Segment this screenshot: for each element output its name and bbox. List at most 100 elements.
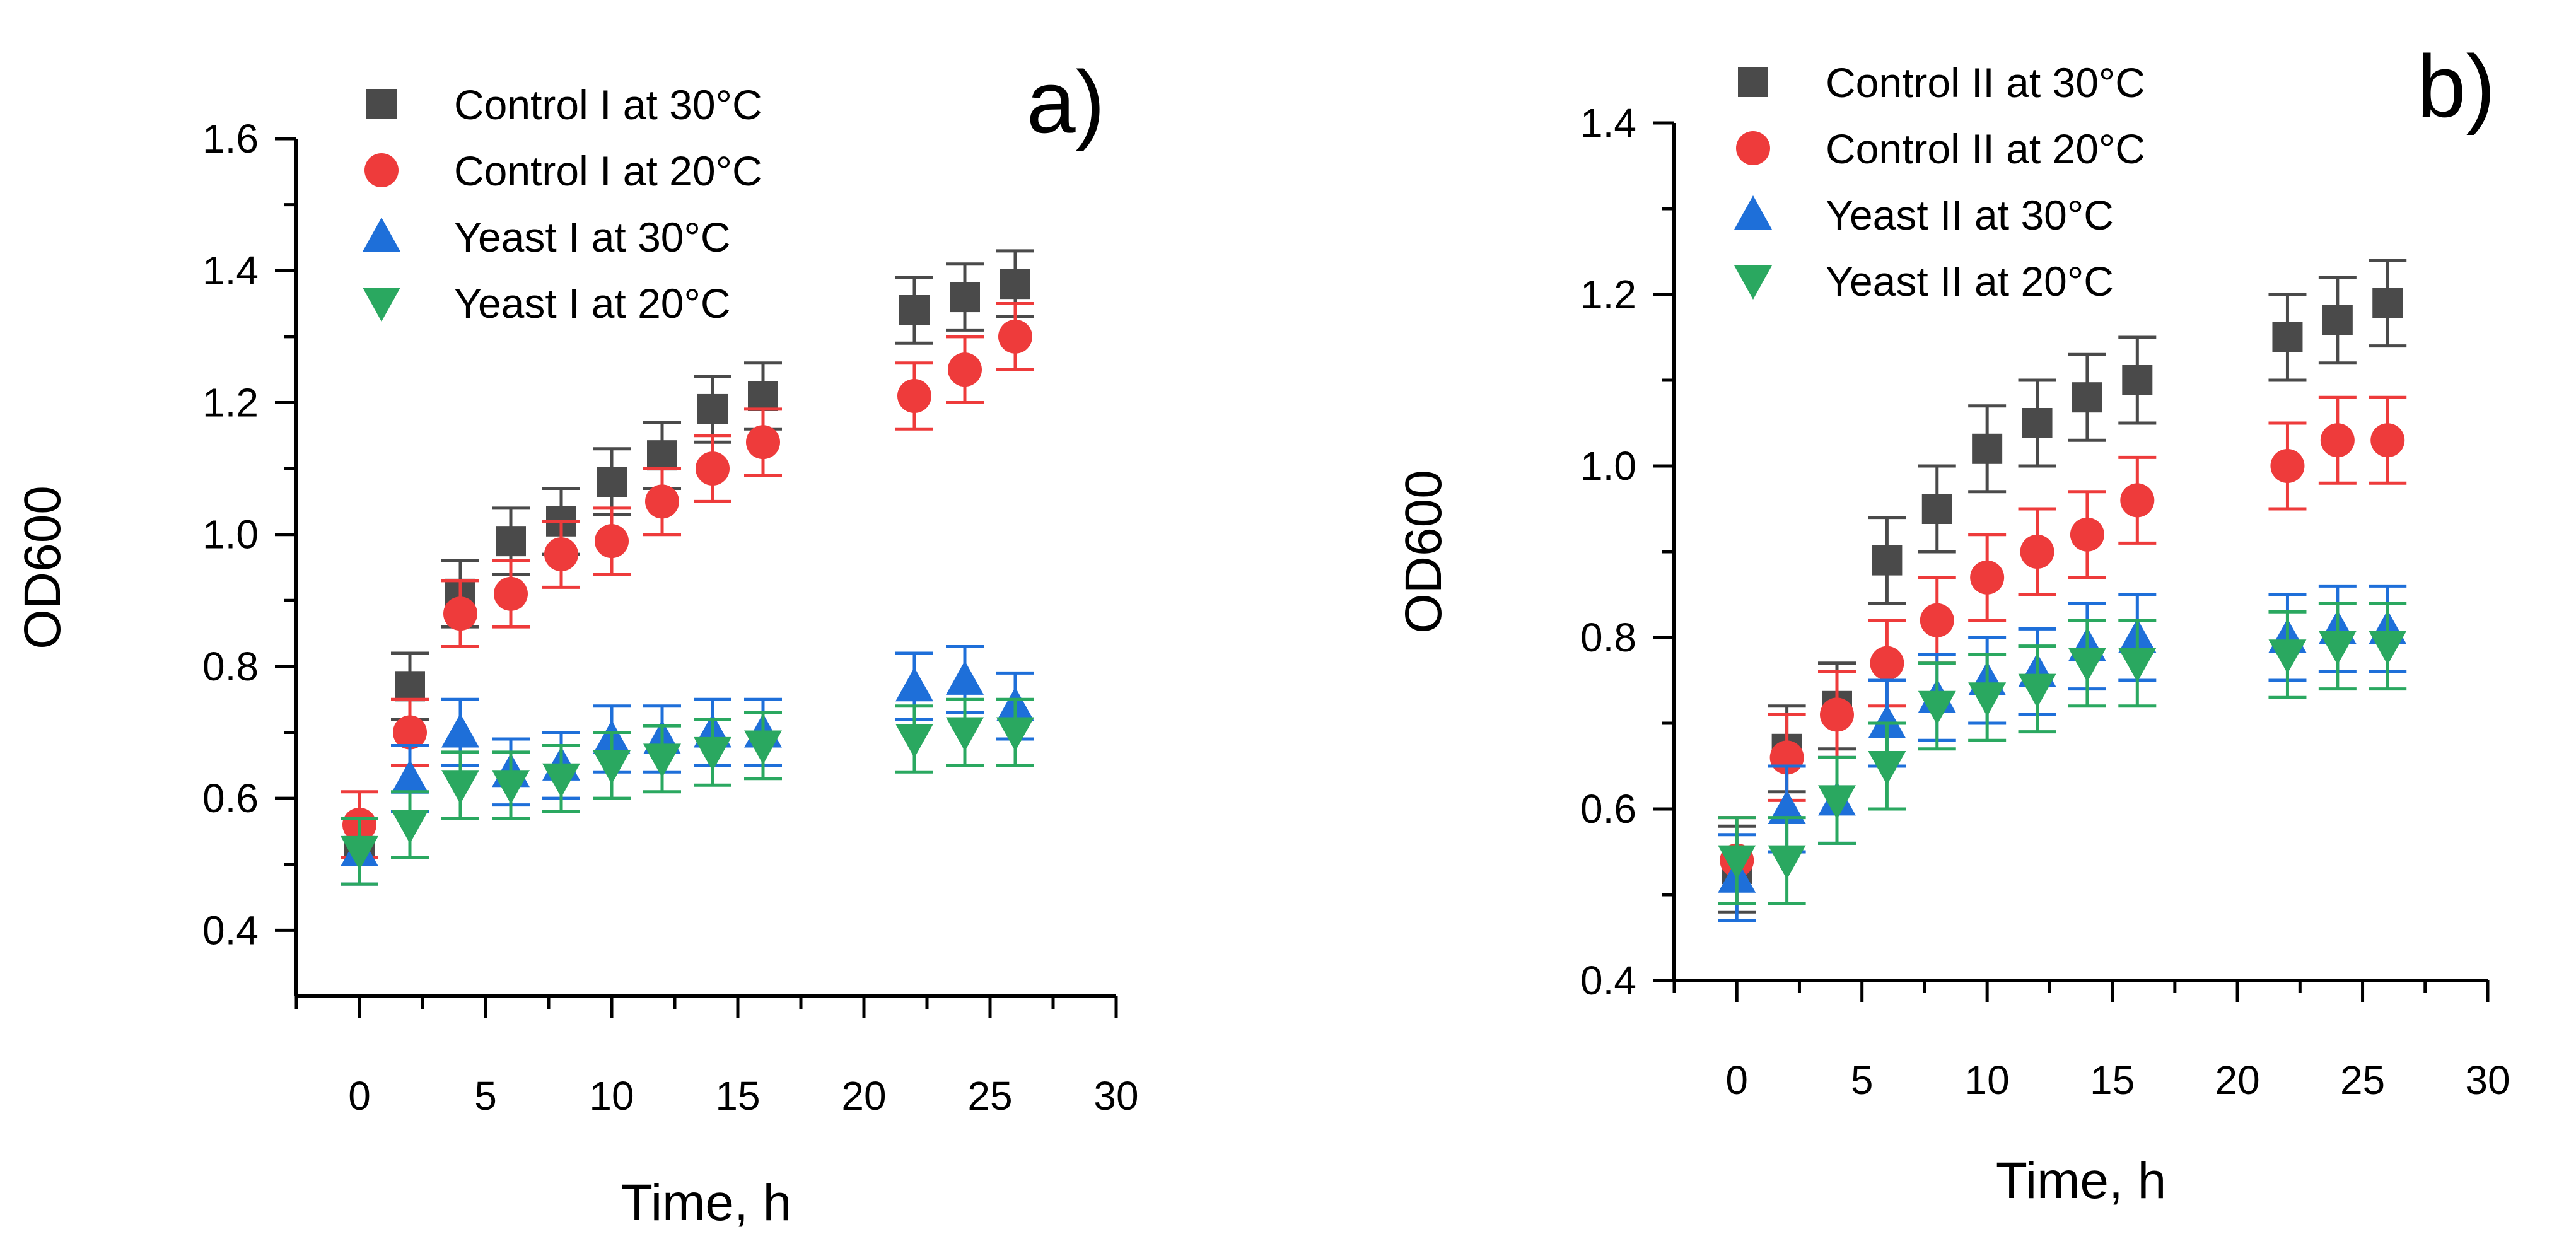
legend-label: Control I at 30°C	[454, 81, 762, 128]
data-point	[895, 724, 933, 758]
x-tick-label: 5	[474, 1073, 497, 1119]
legend-marker	[1738, 67, 1768, 97]
data-point	[443, 596, 477, 631]
x-tick-label: 15	[715, 1073, 760, 1119]
data-point	[1718, 845, 1756, 880]
y-tick-label: 0.6	[1580, 786, 1636, 832]
y-tick-label: 1.4	[202, 248, 259, 293]
data-point	[2020, 535, 2054, 569]
panel-label: b)	[2417, 37, 2495, 136]
data-point	[1868, 751, 1906, 785]
data-point	[1968, 682, 2007, 717]
data-point	[341, 835, 378, 870]
data-point	[946, 717, 984, 752]
legend-label: Control II at 30°C	[1826, 59, 2145, 106]
legend-marker	[1734, 265, 1772, 300]
data-point	[2372, 288, 2403, 318]
data-point	[492, 770, 530, 805]
data-point	[1820, 697, 1854, 732]
legend-marker	[366, 89, 397, 119]
data-point	[694, 736, 731, 771]
data-point	[441, 770, 479, 805]
data-point	[494, 576, 528, 611]
y-tick-label: 1.0	[1580, 443, 1636, 489]
data-point	[696, 451, 730, 486]
legend-label: Control II at 20°C	[1826, 125, 2145, 172]
data-point	[2068, 648, 2106, 682]
data-point	[2370, 423, 2405, 458]
legend-marker	[364, 153, 399, 187]
data-point	[950, 282, 980, 313]
y-axis-title: OD600	[14, 486, 71, 649]
x-axis-title: Time, h	[1996, 1152, 2166, 1209]
data-point	[697, 393, 728, 424]
data-point	[2270, 449, 2305, 483]
data-point	[2118, 648, 2157, 682]
x-axis-title: Time, h	[621, 1174, 791, 1231]
data-point	[393, 715, 427, 750]
data-point	[391, 810, 429, 844]
chart-panel-b: 0 5 10 15 20 25 30 0.4 0.6 0.8 1.0 1.2 1.4 Time, h OD6…	[1395, 37, 2510, 1209]
legend-marker	[1734, 195, 1772, 230]
y-tick-label: 0.8	[1580, 615, 1636, 660]
x-tick-label: 30	[1093, 1073, 1138, 1119]
data-point	[2272, 322, 2303, 352]
data-point	[1818, 785, 1856, 820]
series-square	[341, 249, 1034, 886]
data-point	[2320, 423, 2355, 458]
x-tick-label: 10	[1965, 1057, 2010, 1103]
data-point	[643, 743, 681, 778]
data-point	[496, 526, 526, 557]
series-triangle-down	[1718, 602, 2407, 905]
legend-marker	[363, 218, 400, 252]
x-tick-label: 15	[2090, 1057, 2135, 1103]
x-tick-label: 20	[2215, 1057, 2259, 1103]
y-tick-label: 0.4	[202, 907, 259, 953]
y-tick-label: 1.4	[1580, 100, 1636, 146]
data-point	[1872, 545, 1903, 576]
data-point	[395, 671, 425, 702]
y-tick-label: 0.8	[202, 644, 259, 689]
data-point	[744, 730, 782, 765]
data-point	[746, 425, 780, 460]
data-point	[542, 763, 580, 798]
y-tick-label: 1.2	[202, 380, 259, 425]
legend-label: Yeast I at 20°C	[454, 280, 731, 327]
data-point	[595, 524, 629, 559]
legend-marker	[1736, 131, 1770, 165]
data-point	[946, 660, 984, 695]
data-point	[899, 295, 930, 325]
data-point	[748, 381, 778, 411]
data-point	[544, 537, 578, 572]
x-tick-label: 0	[1725, 1057, 1748, 1103]
data-point	[1768, 845, 1806, 880]
legend-marker	[363, 288, 400, 322]
data-point	[645, 484, 679, 519]
chart-panel-a: 0 5 10 15 20 25 30 0.4 0.6 0.8 1.0 1.2 1.4 1.6 Time, h…	[14, 52, 1139, 1231]
data-point	[1918, 690, 1956, 725]
data-point	[391, 759, 429, 794]
data-point	[1970, 560, 2005, 595]
x-tick-label: 20	[841, 1073, 886, 1119]
data-point	[2022, 408, 2053, 438]
data-point	[998, 319, 1032, 354]
data-point	[897, 379, 931, 413]
data-point	[895, 667, 933, 702]
data-point	[2318, 631, 2357, 665]
data-point	[2120, 483, 2155, 518]
series-triangle-down	[341, 697, 1034, 886]
data-point	[948, 352, 982, 387]
series-triangle-up	[1718, 584, 2407, 922]
x-tick-label: 30	[2465, 1057, 2510, 1103]
data-point	[1768, 790, 1806, 824]
y-tick-label: 1.0	[202, 512, 259, 557]
data-point	[2072, 382, 2102, 413]
y-axis-title: OD600	[1395, 470, 1452, 634]
y-tick-label: 1.2	[1580, 272, 1636, 317]
data-point	[441, 713, 479, 748]
data-point	[1972, 433, 2003, 464]
data-point	[593, 750, 631, 784]
legend-label: Yeast I at 30°C	[454, 214, 731, 260]
data-point	[2369, 631, 2407, 665]
